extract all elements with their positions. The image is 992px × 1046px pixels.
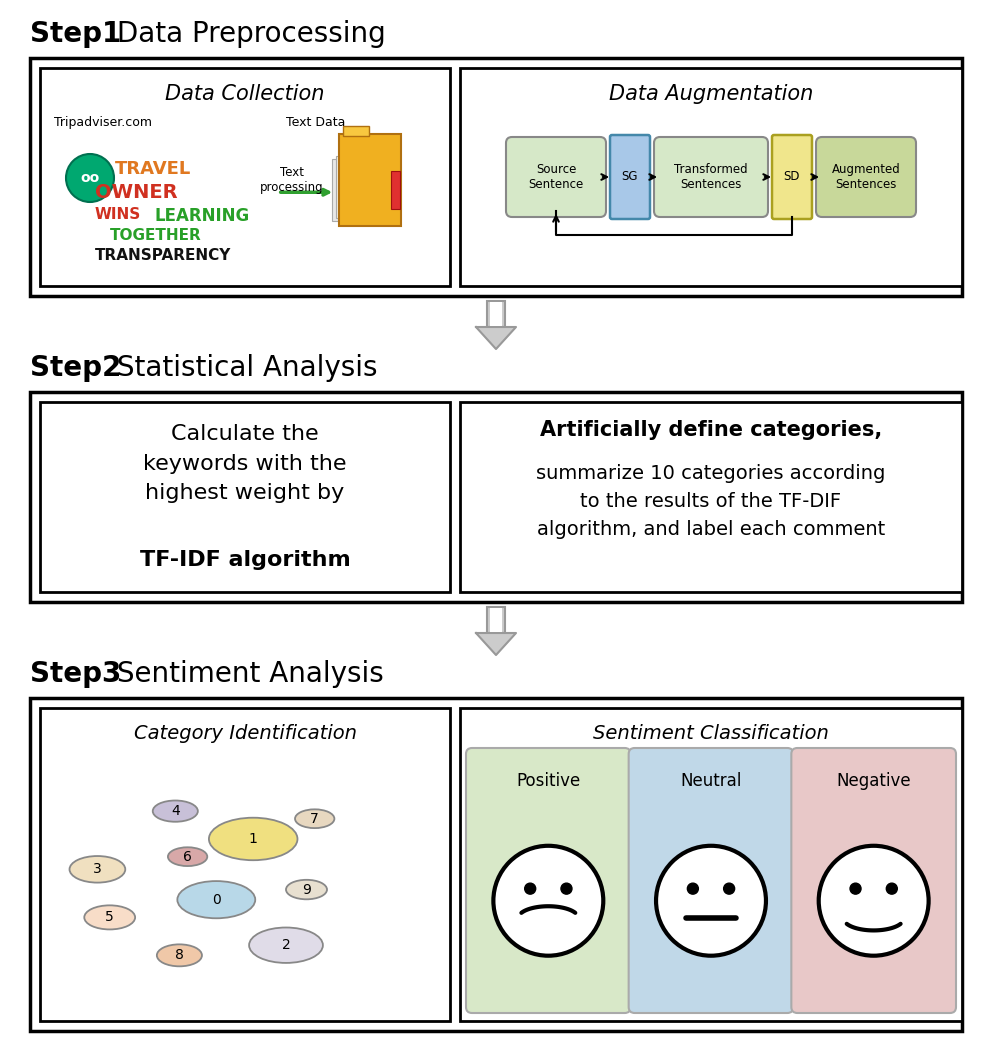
Bar xyxy=(490,608,502,632)
Circle shape xyxy=(723,883,735,894)
Bar xyxy=(343,126,369,136)
FancyBboxPatch shape xyxy=(466,748,631,1013)
Bar xyxy=(487,301,505,327)
Text: 1: 1 xyxy=(249,832,258,846)
Text: Source
Sentence: Source Sentence xyxy=(529,163,583,191)
Circle shape xyxy=(818,846,929,956)
Text: Calculate the
keywords with the
highest weight by: Calculate the keywords with the highest … xyxy=(143,424,347,503)
Text: Tripadviser.com: Tripadviser.com xyxy=(54,116,152,129)
Ellipse shape xyxy=(84,906,135,930)
Text: Category Identification: Category Identification xyxy=(134,724,356,743)
Text: Sentiment Analysis: Sentiment Analysis xyxy=(108,660,384,688)
Bar xyxy=(487,607,505,633)
Bar xyxy=(30,392,962,602)
Bar xyxy=(460,402,962,592)
Bar xyxy=(30,58,962,296)
Circle shape xyxy=(560,883,572,894)
Ellipse shape xyxy=(249,928,323,963)
Bar xyxy=(339,134,402,226)
Bar xyxy=(460,68,962,286)
Circle shape xyxy=(493,846,603,956)
Text: Data Preprocessing: Data Preprocessing xyxy=(108,20,386,48)
FancyBboxPatch shape xyxy=(816,137,916,217)
Bar xyxy=(490,302,502,326)
Bar xyxy=(336,156,390,218)
Text: 3: 3 xyxy=(93,862,102,877)
Text: Positive: Positive xyxy=(516,772,580,790)
Text: TF-IDF algorithm: TF-IDF algorithm xyxy=(140,550,350,570)
FancyBboxPatch shape xyxy=(654,137,768,217)
Text: 9: 9 xyxy=(302,883,310,896)
Ellipse shape xyxy=(209,818,298,860)
Text: 8: 8 xyxy=(175,949,184,962)
Text: 6: 6 xyxy=(184,849,192,864)
Text: 5: 5 xyxy=(105,910,114,925)
Text: Artificially define categories,: Artificially define categories, xyxy=(540,420,882,440)
Bar xyxy=(460,708,962,1021)
Text: Step1: Step1 xyxy=(30,20,121,48)
Circle shape xyxy=(687,883,698,894)
Text: Data Augmentation: Data Augmentation xyxy=(609,84,813,104)
Text: Step3: Step3 xyxy=(30,660,121,688)
Ellipse shape xyxy=(69,856,125,883)
Text: Augmented
Sentences: Augmented Sentences xyxy=(831,163,901,191)
Polygon shape xyxy=(476,327,516,349)
Text: TRAVEL: TRAVEL xyxy=(115,160,191,178)
Circle shape xyxy=(656,846,766,956)
Bar xyxy=(391,170,401,209)
Circle shape xyxy=(66,154,114,202)
Ellipse shape xyxy=(295,810,334,828)
Text: Statistical Analysis: Statistical Analysis xyxy=(108,354,378,382)
Text: Text
processing: Text processing xyxy=(260,166,323,195)
FancyBboxPatch shape xyxy=(772,135,812,219)
Text: Negative: Negative xyxy=(836,772,911,790)
Text: TRANSPARENCY: TRANSPARENCY xyxy=(95,248,231,263)
Text: Text Data: Text Data xyxy=(286,116,345,129)
Polygon shape xyxy=(476,633,516,655)
FancyBboxPatch shape xyxy=(792,748,956,1013)
FancyBboxPatch shape xyxy=(506,137,606,217)
Bar xyxy=(40,708,450,1021)
Bar xyxy=(40,402,450,592)
Bar xyxy=(30,698,962,1031)
Text: oo: oo xyxy=(80,170,99,185)
Text: 0: 0 xyxy=(212,892,220,907)
Ellipse shape xyxy=(286,880,327,900)
Text: Transformed
Sentences: Transformed Sentences xyxy=(675,163,748,191)
Ellipse shape xyxy=(157,945,202,967)
Text: 2: 2 xyxy=(282,938,291,952)
Text: Neutral: Neutral xyxy=(681,772,742,790)
Ellipse shape xyxy=(178,881,255,918)
Text: Sentiment Classification: Sentiment Classification xyxy=(593,724,829,743)
Text: OWNER: OWNER xyxy=(95,183,178,202)
Circle shape xyxy=(525,883,536,894)
Text: LEARNING: LEARNING xyxy=(155,207,250,225)
Bar xyxy=(332,159,386,221)
Text: 7: 7 xyxy=(310,812,319,825)
Ellipse shape xyxy=(153,800,197,822)
Circle shape xyxy=(850,883,861,894)
Circle shape xyxy=(886,883,898,894)
Text: summarize 10 categories according
to the results of the TF-DIF
algorithm, and la: summarize 10 categories according to the… xyxy=(537,464,886,539)
Text: SG: SG xyxy=(622,170,638,183)
FancyBboxPatch shape xyxy=(610,135,650,219)
Ellipse shape xyxy=(168,847,207,866)
Text: TOGETHER: TOGETHER xyxy=(110,228,201,243)
FancyBboxPatch shape xyxy=(629,748,794,1013)
Text: Data Collection: Data Collection xyxy=(166,84,324,104)
Text: WINS: WINS xyxy=(95,207,141,222)
Text: Step2: Step2 xyxy=(30,354,121,382)
Text: SD: SD xyxy=(784,170,801,183)
Text: 4: 4 xyxy=(171,804,180,818)
Bar xyxy=(40,68,450,286)
